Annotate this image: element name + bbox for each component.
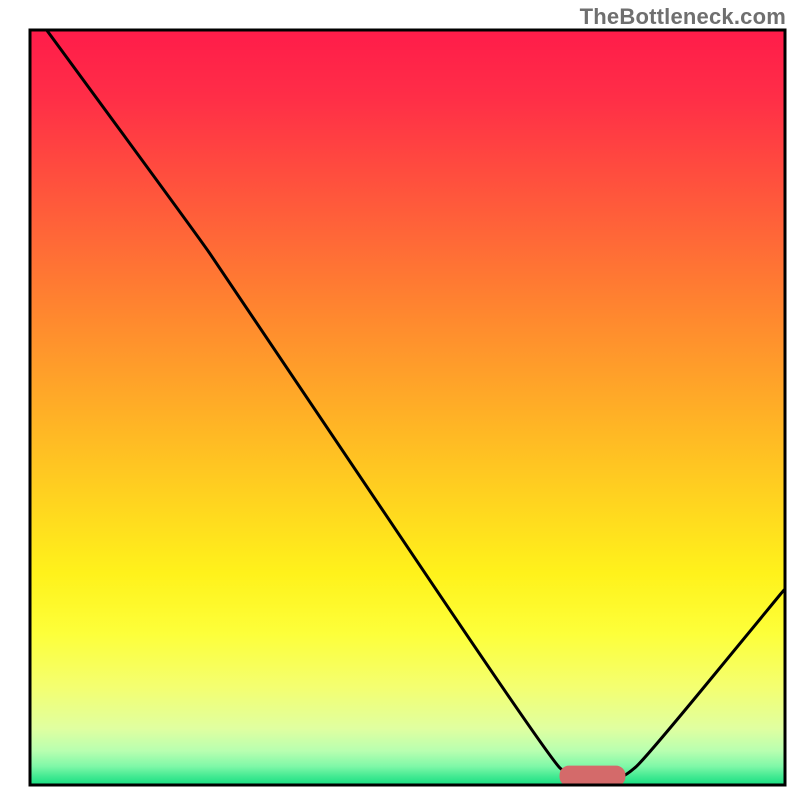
optimal-marker (560, 766, 625, 786)
chart-container: { "watermark": { "text": "TheBottleneck.… (0, 0, 800, 800)
bottleneck-chart (0, 0, 800, 800)
